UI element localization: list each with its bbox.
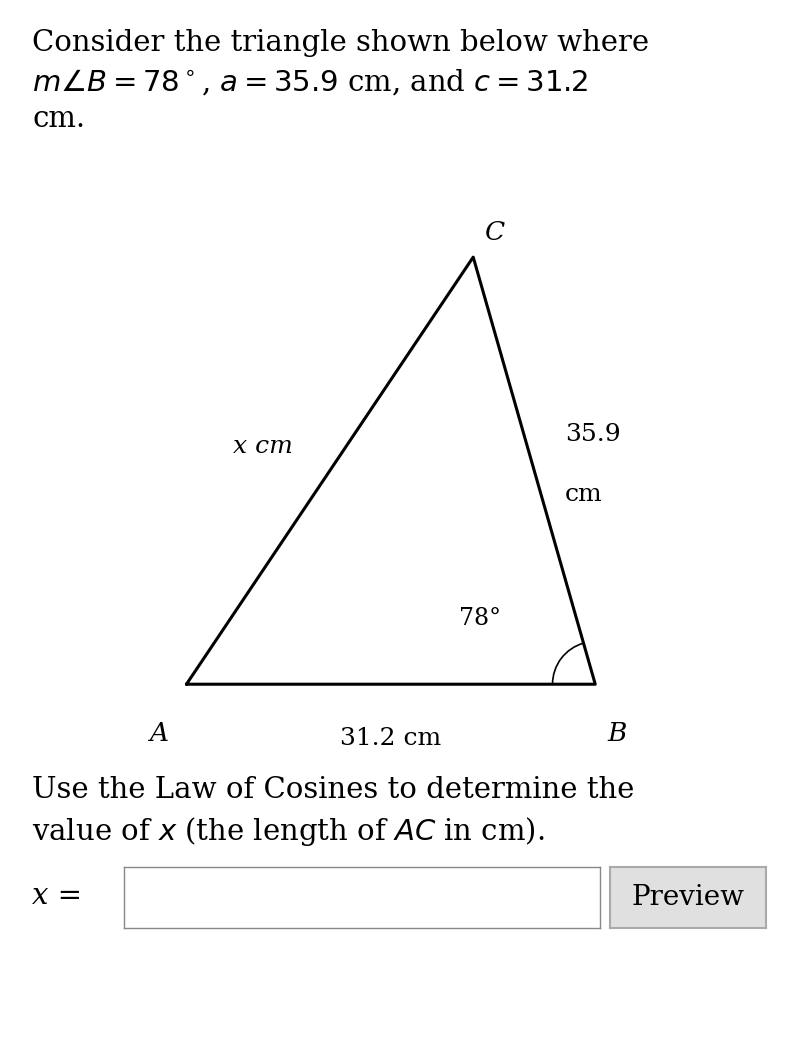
Text: cm.: cm.: [32, 105, 85, 134]
Text: B: B: [607, 721, 627, 746]
Text: x cm: x cm: [234, 434, 294, 458]
Text: A: A: [149, 721, 168, 746]
Text: 31.2 cm: 31.2 cm: [340, 727, 442, 750]
Text: C: C: [486, 220, 506, 245]
Text: $m\angle B = 78^\circ$, $a = 35.9$ cm, and $c = 31.2$: $m\angle B = 78^\circ$, $a = 35.9$ cm, a…: [32, 67, 588, 97]
Text: 78°: 78°: [459, 607, 502, 630]
Text: 35.9: 35.9: [565, 423, 620, 446]
Text: value of $x$ (the length of $AC$ in cm).: value of $x$ (the length of $AC$ in cm).: [32, 815, 545, 848]
Text: x =: x =: [32, 883, 82, 910]
Text: cm: cm: [565, 483, 602, 506]
Text: Use the Law of Cosines to determine the: Use the Law of Cosines to determine the: [32, 776, 634, 805]
Text: Consider the triangle shown below where: Consider the triangle shown below where: [32, 29, 649, 58]
Text: Preview: Preview: [631, 884, 745, 911]
